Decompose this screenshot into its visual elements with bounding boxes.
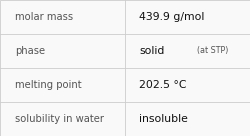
Text: insoluble: insoluble — [139, 114, 188, 124]
Text: 439.9 g/mol: 439.9 g/mol — [139, 12, 204, 22]
Text: 202.5 °C: 202.5 °C — [139, 80, 186, 90]
Text: (at STP): (at STP) — [196, 47, 228, 55]
Text: solubility in water: solubility in water — [15, 114, 104, 124]
Text: phase: phase — [15, 46, 45, 56]
Text: solid: solid — [139, 46, 164, 56]
Text: melting point: melting point — [15, 80, 81, 90]
Text: molar mass: molar mass — [15, 12, 73, 22]
